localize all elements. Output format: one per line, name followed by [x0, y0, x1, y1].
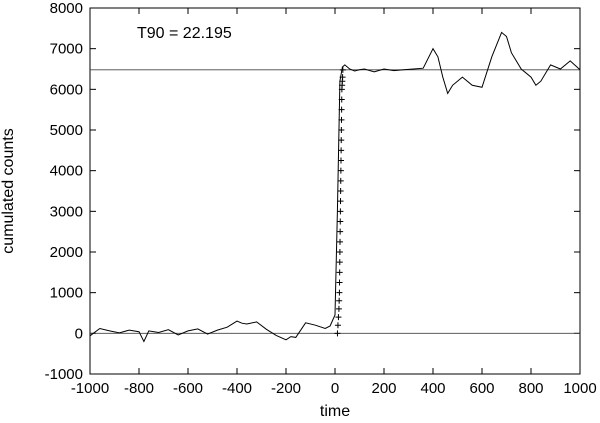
y-tick-label: 4000 — [50, 163, 83, 180]
y-axis-label: cumulated counts — [0, 128, 17, 253]
y-tick-label: 3000 — [50, 203, 83, 220]
y-tick-label: 7000 — [50, 41, 83, 58]
series-line — [89, 31, 581, 343]
x-tick-label: 600 — [469, 380, 494, 397]
series-point — [336, 279, 343, 286]
series-point — [338, 106, 345, 113]
series-point — [335, 305, 342, 312]
y-tick-label: 5000 — [50, 122, 83, 139]
series-point — [338, 147, 345, 154]
series-point — [338, 127, 345, 133]
y-tick-label: 6000 — [50, 81, 83, 98]
series-point — [337, 188, 344, 194]
series-point — [336, 269, 343, 276]
series-point — [336, 249, 343, 255]
series-point — [336, 289, 343, 296]
y-axis-ticks: -1000 0 1000 2000 3000 4000 5000 6000 7000 8000 — [45, 0, 580, 383]
x-axis-ticks: -1000 -800 -600 -400 -200 0 200 400 600 800 1000 — [71, 8, 597, 397]
y-tick-label: 8000 — [50, 0, 83, 17]
series-point — [338, 137, 345, 144]
series-point — [338, 157, 345, 164]
annotation-t90: T90 = 22.195 — [137, 25, 232, 42]
series-point — [338, 116, 345, 123]
y-tick-label: -1000 — [45, 366, 83, 383]
x-tick-label: 800 — [518, 380, 543, 397]
y-tick-label: 1000 — [50, 285, 83, 302]
series-point — [339, 66, 346, 73]
series-point — [337, 198, 344, 205]
y-tick-label: 2000 — [50, 244, 83, 261]
series-point — [334, 322, 341, 329]
x-tick-label: -600 — [173, 380, 203, 397]
series-point — [334, 330, 341, 337]
series-point — [337, 218, 344, 225]
series-point — [337, 177, 344, 184]
series-point — [337, 228, 344, 235]
series-point — [339, 74, 346, 81]
x-tick-label: -200 — [271, 380, 301, 397]
series-group — [89, 31, 581, 343]
series-point — [338, 96, 345, 103]
plot-area — [89, 7, 581, 375]
x-tick-label: 200 — [371, 380, 396, 397]
series-point — [337, 167, 344, 174]
x-tick-label: -400 — [222, 380, 252, 397]
series-point — [335, 314, 342, 321]
x-tick-label: -1000 — [71, 380, 109, 397]
x-tick-label: 1000 — [563, 380, 596, 397]
series-point — [337, 208, 344, 215]
series-point — [337, 238, 344, 245]
series-point — [336, 259, 343, 266]
x-tick-label: -800 — [124, 380, 154, 397]
x-tick-label: 400 — [420, 380, 445, 397]
series-point — [336, 297, 343, 304]
x-axis-label: time — [320, 403, 350, 420]
y-tick-label: 0 — [75, 325, 83, 342]
x-tick-label: 0 — [331, 380, 339, 397]
